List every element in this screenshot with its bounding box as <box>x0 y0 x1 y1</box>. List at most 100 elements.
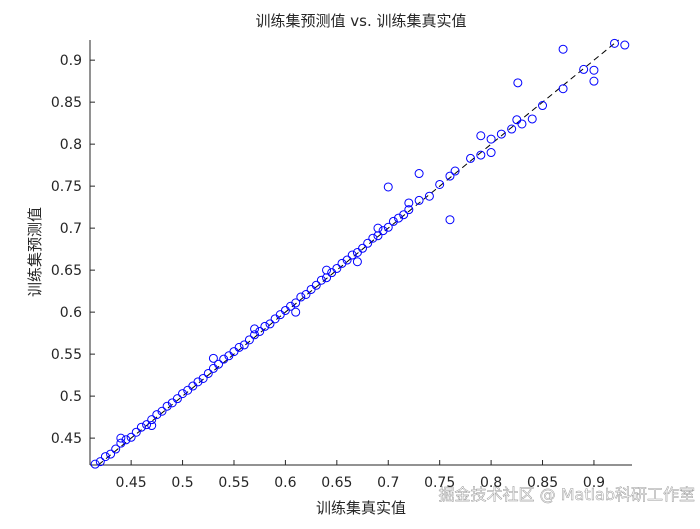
point <box>208 353 218 363</box>
point <box>620 40 630 50</box>
point <box>579 64 589 74</box>
point <box>100 452 110 462</box>
point <box>322 273 332 283</box>
x-tick-label: 0.45 <box>116 475 147 491</box>
y-tick-label: 0.65 <box>51 263 82 279</box>
x-tick-label: 0.7 <box>377 475 399 491</box>
point <box>234 342 244 352</box>
point <box>363 238 373 248</box>
point <box>296 292 306 302</box>
point <box>178 389 188 399</box>
point <box>116 438 126 448</box>
point <box>476 131 486 141</box>
point <box>131 427 141 437</box>
point <box>589 65 599 75</box>
point <box>352 257 362 267</box>
point <box>111 444 121 454</box>
y-tick-label: 0.7 <box>60 221 82 237</box>
point <box>311 280 321 290</box>
x-tick-label: 0.6 <box>274 475 296 491</box>
point <box>152 410 162 420</box>
point <box>517 119 527 129</box>
y-tick-label: 0.9 <box>60 53 82 69</box>
point <box>198 373 208 383</box>
point <box>513 78 523 88</box>
y-tick-label: 0.85 <box>51 95 82 111</box>
point <box>116 433 126 443</box>
point <box>424 191 434 201</box>
point <box>203 368 213 378</box>
reference-line <box>97 39 619 466</box>
point <box>342 255 352 265</box>
x-tick-label: 0.55 <box>218 475 249 491</box>
point <box>301 289 311 299</box>
point <box>358 243 368 253</box>
point <box>378 226 388 236</box>
chart-title: 训练集预测值 vs. 训练集真实值 <box>256 12 467 30</box>
y-tick-label: 0.55 <box>51 347 82 363</box>
point <box>394 213 404 223</box>
point <box>306 284 316 294</box>
x-tick-label: 0.85 <box>527 475 558 491</box>
point <box>538 101 548 111</box>
y-tick-label: 0.6 <box>60 305 82 321</box>
point <box>291 298 301 308</box>
point <box>507 124 517 134</box>
point <box>162 401 172 411</box>
point <box>90 459 100 469</box>
point <box>445 215 455 225</box>
x-tick-label: 0.75 <box>424 475 455 491</box>
point <box>496 129 506 139</box>
y-tick-label: 0.75 <box>51 179 82 195</box>
point <box>286 301 296 311</box>
x-tick-label: 0.65 <box>321 475 352 491</box>
point <box>610 38 620 48</box>
point <box>383 222 393 232</box>
point <box>291 307 301 317</box>
point <box>404 198 414 208</box>
point <box>142 420 152 430</box>
point <box>399 210 409 220</box>
point <box>414 169 424 179</box>
point <box>255 326 265 336</box>
x-axis-label: 训练集真实值 <box>316 499 406 517</box>
point <box>250 324 260 334</box>
point <box>95 457 105 467</box>
x-tick-label: 0.8 <box>480 475 502 491</box>
point <box>373 223 383 233</box>
point <box>445 171 455 181</box>
point <box>332 263 342 273</box>
point <box>414 195 424 205</box>
point <box>466 153 476 163</box>
point <box>265 319 275 329</box>
point <box>373 231 383 241</box>
point <box>347 250 357 260</box>
point <box>157 406 167 416</box>
point <box>239 340 249 350</box>
point <box>337 258 347 268</box>
x-tick-label: 0.9 <box>583 475 605 491</box>
point <box>316 275 326 285</box>
point <box>250 330 260 340</box>
point <box>121 435 131 445</box>
point <box>486 148 496 158</box>
point <box>106 449 116 459</box>
point <box>193 377 203 387</box>
point <box>368 233 378 243</box>
point <box>214 359 224 369</box>
point <box>486 134 496 144</box>
point <box>244 335 254 345</box>
point <box>352 248 362 257</box>
y-tick-label: 0.45 <box>51 431 82 447</box>
point <box>527 114 537 124</box>
point <box>589 76 599 86</box>
point <box>476 150 486 160</box>
point <box>260 321 270 331</box>
point <box>558 84 568 94</box>
point <box>136 422 146 432</box>
point <box>172 394 182 404</box>
watermark: 掘金技术社区 @ Matlab科研工作室 <box>439 485 695 504</box>
point <box>404 205 414 215</box>
point <box>322 265 332 275</box>
